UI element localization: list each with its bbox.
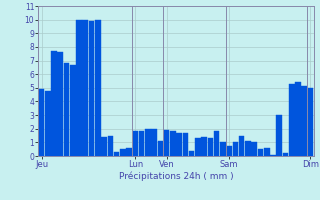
Bar (264, 148, 269, 156)
Bar (157, 141, 163, 156)
Bar (245, 141, 251, 156)
Bar (58, 52, 63, 156)
Bar (145, 129, 151, 156)
Bar (39, 89, 44, 156)
Bar (258, 149, 263, 156)
X-axis label: Précipitations 24h ( mm ): Précipitations 24h ( mm ) (119, 172, 233, 181)
Bar (289, 84, 294, 156)
Bar (233, 142, 238, 156)
Bar (101, 137, 107, 156)
Bar (195, 138, 201, 156)
Bar (76, 20, 82, 156)
Bar (89, 21, 94, 156)
Bar (95, 20, 100, 156)
Bar (301, 86, 307, 156)
Bar (64, 63, 69, 156)
Bar (208, 138, 213, 156)
Bar (108, 136, 113, 156)
Bar (183, 133, 188, 156)
Bar (226, 146, 232, 156)
Bar (239, 136, 244, 156)
Bar (139, 131, 144, 156)
Bar (132, 131, 138, 156)
Bar (51, 51, 57, 156)
Bar (308, 88, 313, 156)
Bar (176, 133, 182, 156)
Bar (151, 129, 157, 156)
Bar (120, 149, 126, 156)
Bar (70, 65, 76, 156)
Bar (45, 91, 51, 156)
Bar (252, 142, 257, 156)
Bar (189, 151, 195, 156)
Bar (201, 137, 207, 156)
Bar (164, 130, 169, 156)
Bar (126, 148, 132, 156)
Bar (83, 20, 88, 156)
Bar (214, 131, 220, 156)
Bar (220, 142, 226, 156)
Bar (283, 153, 288, 156)
Bar (295, 82, 301, 156)
Bar (170, 131, 176, 156)
Bar (276, 115, 282, 156)
Bar (270, 155, 276, 156)
Bar (114, 152, 119, 156)
